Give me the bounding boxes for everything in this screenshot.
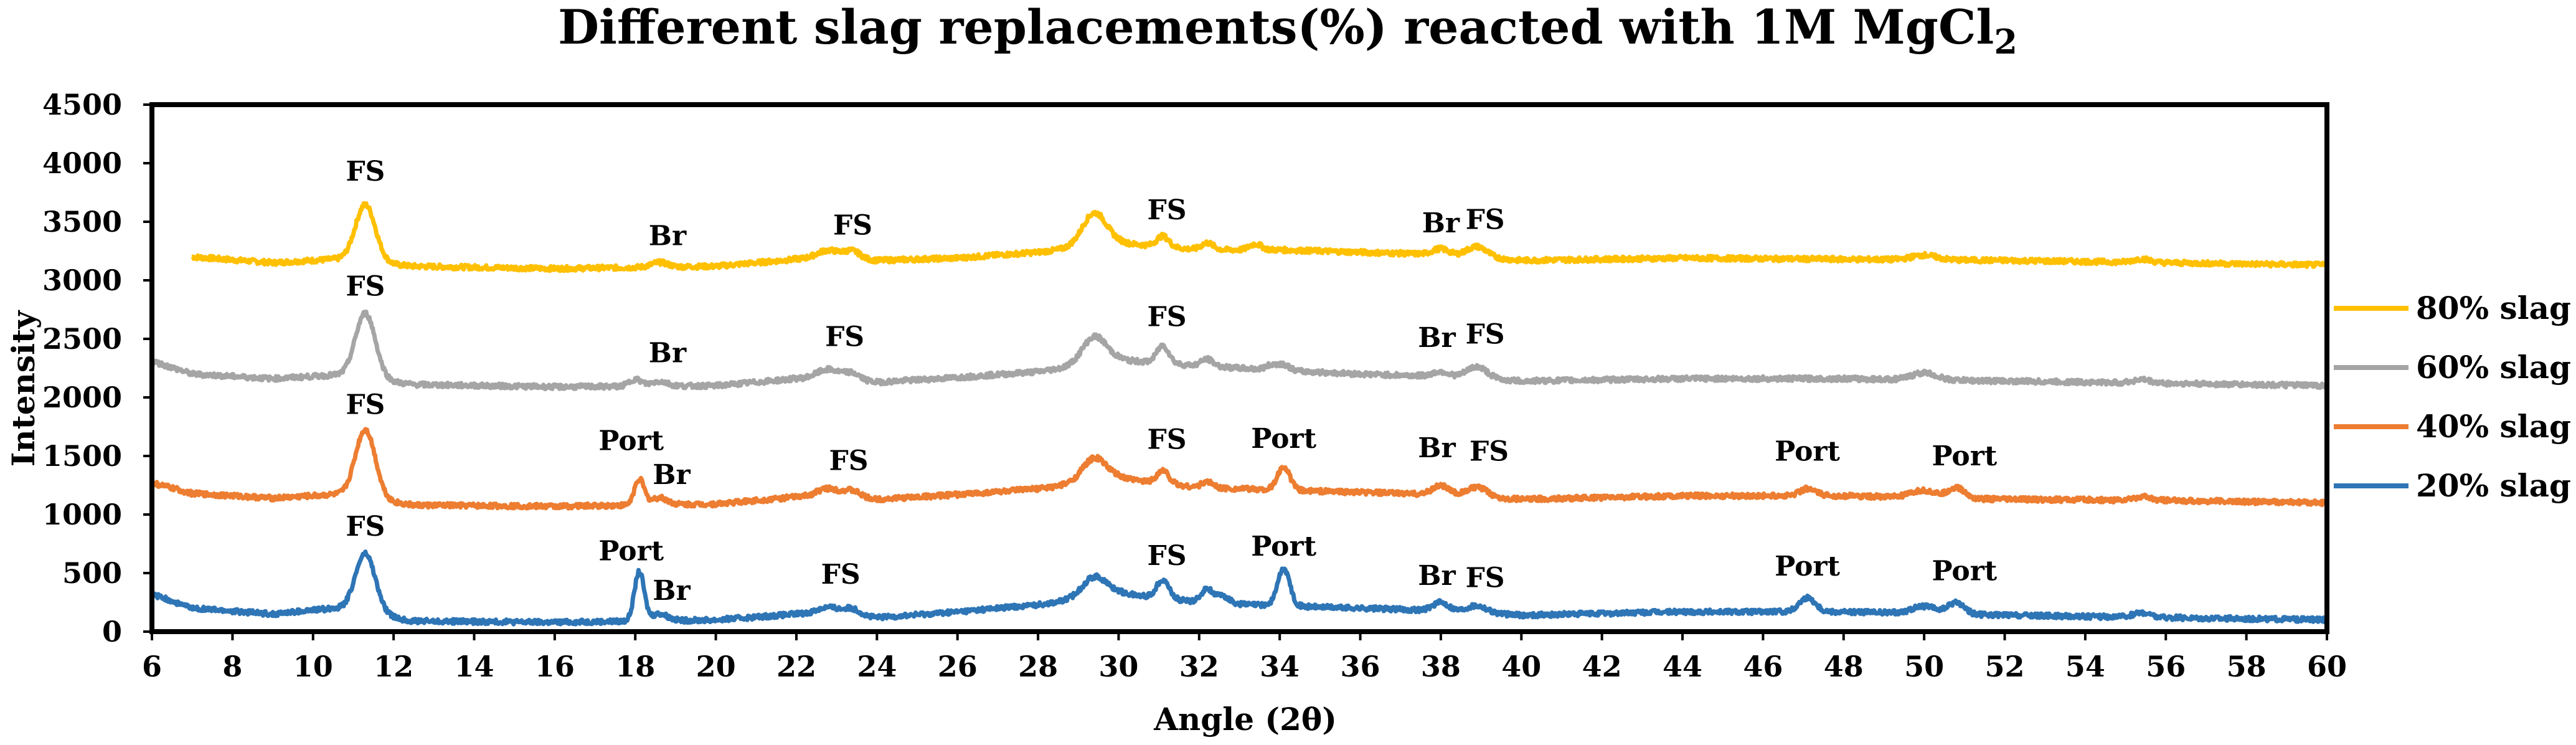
x-tick-label: 16: [535, 650, 575, 683]
y-tick-label: 2000: [42, 381, 122, 414]
peak-label-fs: FS: [1466, 204, 1505, 235]
x-tick-label: 58: [2227, 650, 2267, 683]
peak-label-fs: FS: [346, 511, 385, 543]
peak-label-port: Port: [1775, 551, 1840, 582]
peak-label-fs: FS: [346, 270, 385, 302]
x-tick-label: 40: [1501, 650, 1541, 683]
peak-label-fs: FS: [346, 156, 385, 187]
y-tick-label: 4000: [42, 146, 122, 180]
series-line-60-slag: [149, 310, 2329, 392]
y-tick-label: 0: [102, 615, 122, 648]
y-tick-label: 3000: [42, 263, 122, 297]
peak-label-fs: FS: [1148, 540, 1187, 572]
legend-label: 80% slag: [2416, 290, 2571, 326]
peak-label-br: Br: [1418, 322, 1456, 354]
legend-label: 60% slag: [2416, 349, 2571, 386]
x-tick-label: 10: [293, 650, 333, 683]
peak-label-br: Br: [649, 221, 687, 252]
x-tick-label: 52: [1985, 650, 2025, 683]
peak-label-fs: FS: [1466, 319, 1505, 351]
peak-label-port: Port: [1775, 436, 1840, 468]
peak-label-fs: FS: [825, 321, 864, 353]
peak-label-br: Br: [649, 338, 687, 369]
series-line-80-slag: [191, 201, 2329, 273]
peak-label-fs: FS: [1148, 424, 1187, 456]
y-axis-title: Intensity: [5, 310, 42, 467]
y-tick-label: 1500: [42, 439, 122, 473]
peak-label-fs: FS: [1466, 562, 1505, 594]
peak-label-br: Br: [1422, 207, 1460, 239]
chart-title-main: Different slag replacements(%) reacted w…: [558, 0, 1994, 55]
peak-label-port: Port: [598, 425, 664, 457]
x-tick-label: 38: [1421, 650, 1461, 683]
peak-label-fs: FS: [829, 445, 869, 477]
x-tick-label: 44: [1663, 650, 1702, 683]
peak-label-fs: FS: [346, 389, 385, 420]
peak-label-port: Port: [1932, 440, 1997, 472]
x-tick-label: 32: [1179, 650, 1219, 683]
peak-label-fs: FS: [833, 210, 872, 242]
x-tick-label: 48: [1824, 650, 1864, 683]
x-tick-label: 56: [2146, 650, 2186, 683]
x-axis-title: Angle (2θ): [1153, 701, 1337, 738]
peak-label-port: Port: [1932, 555, 1997, 587]
x-tick-label: 46: [1743, 650, 1783, 683]
x-tick-label: 54: [2065, 650, 2105, 683]
peak-label-fs: FS: [1470, 436, 1509, 468]
peak-label-br: Br: [653, 459, 691, 491]
y-tick-label: 2500: [42, 322, 122, 356]
legend-label: 40% slag: [2416, 408, 2571, 445]
chart-title: Different slag replacements(%) reacted w…: [558, 0, 2017, 62]
peak-label-port: Port: [1251, 423, 1316, 455]
x-tick-label: 24: [857, 650, 897, 683]
chart-title-subscript: 2: [1994, 22, 2017, 62]
x-tick-label: 28: [1018, 650, 1058, 683]
peak-label-fs: FS: [1148, 194, 1187, 226]
x-tick-label: 12: [374, 650, 413, 683]
x-tick-label: 26: [938, 650, 978, 683]
peak-label-fs: FS: [821, 559, 861, 591]
x-tick-label: 20: [696, 650, 736, 683]
x-tick-label: 42: [1582, 650, 1622, 683]
peak-label-br: Br: [653, 575, 691, 607]
x-tick-label: 34: [1260, 650, 1300, 683]
series-line-20-slag: [149, 549, 2329, 627]
y-tick-label: 500: [62, 556, 122, 590]
peak-label-br: Br: [1418, 432, 1456, 464]
x-tick-label: 30: [1098, 650, 1138, 683]
peak-label-fs: FS: [1148, 301, 1187, 333]
legend: 80% slag 60% slag 40% slag 20% slag: [2334, 290, 2571, 504]
plot-frame: [149, 102, 2329, 634]
x-tick-label: 50: [1904, 650, 1944, 683]
peak-label-br: Br: [1418, 560, 1456, 592]
legend-label: 20% slag: [2416, 467, 2571, 504]
x-tick-label: 8: [222, 650, 242, 683]
y-tick-label: 3500: [42, 205, 122, 239]
series-line-40-slag: [150, 427, 2329, 511]
peak-label-port: Port: [1251, 531, 1316, 562]
x-tick-label: 36: [1341, 650, 1380, 683]
y-tick-label: 1000: [42, 498, 122, 531]
x-tick-label: 14: [454, 650, 494, 683]
x-tick-label: 6: [142, 650, 162, 683]
x-tick-label: 18: [615, 650, 655, 683]
y-tick-label: 4500: [42, 88, 122, 121]
x-tick-label: 22: [776, 650, 816, 683]
peak-label-port: Port: [598, 535, 664, 567]
plot-area: [149, 201, 2329, 627]
y-axis-title-group: Intensity: [5, 310, 42, 467]
x-tick-label: 60: [2307, 650, 2347, 683]
